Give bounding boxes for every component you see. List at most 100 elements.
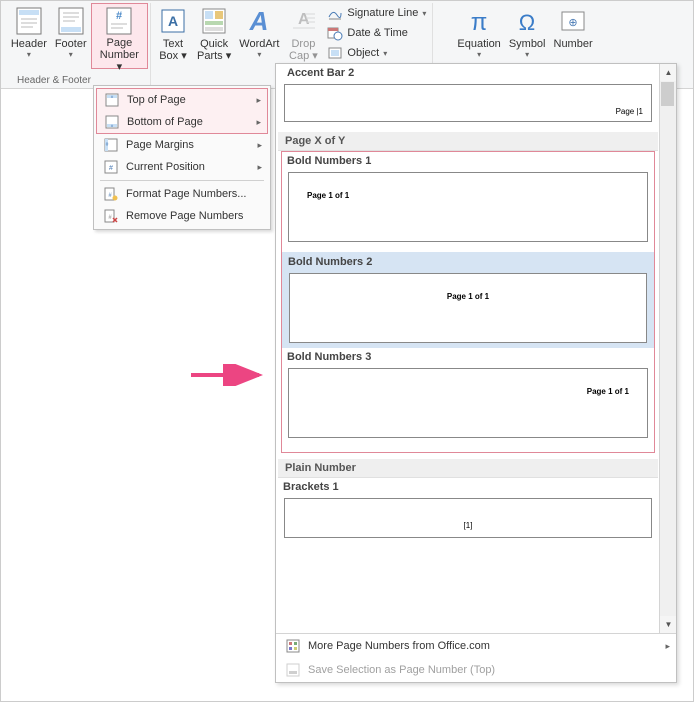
gallery-scrollbar[interactable]: ▲ ▼ <box>659 64 676 633</box>
date-time-button[interactable]: Date & Time <box>323 23 430 43</box>
save-selection-label: Save Selection as Page Number (Top) <box>308 664 495 676</box>
equation-label: Equation <box>457 38 500 50</box>
quick-parts-button[interactable]: Quick Parts ▾ <box>193 3 235 69</box>
submenu-arrow-icon: ▸ <box>256 117 261 128</box>
quick-parts-icon <box>198 5 230 37</box>
menu-bottom-of-page[interactable]: # Bottom of Page ▸ <box>97 111 267 133</box>
svg-text:#: # <box>106 142 109 148</box>
menu-remove-label: Remove Page Numbers <box>126 210 243 222</box>
preview-text: Page |1 <box>616 107 643 116</box>
footer-button[interactable]: Footer ▾ <box>51 3 91 69</box>
wordart-button[interactable]: A WordArt ▾ <box>235 3 283 69</box>
quick-parts-label: Quick Parts ▾ <box>197 38 231 62</box>
bottom-page-icon: # <box>103 114 121 130</box>
svg-text:A: A <box>168 13 178 29</box>
page-number-gallery: ▲ ▼ Accent Bar 2 Page |1 Page X of Y Bol… <box>275 63 677 683</box>
preview-bold-2: Page 1 of 1 <box>289 273 647 343</box>
object-icon <box>327 45 343 61</box>
svg-text:⊕: ⊕ <box>568 17 577 29</box>
drop-cap-button[interactable]: A Drop Cap ▾ <box>283 3 323 69</box>
symbol-icon: Ω <box>511 5 543 37</box>
page-number-label: Page Number ▾ <box>96 37 143 73</box>
category-plain-number: Plain Number <box>278 459 658 478</box>
menu-margins-label: Page Margins <box>126 139 194 151</box>
wordart-label: WordArt <box>239 38 279 50</box>
preview-accent-bar-2[interactable]: Page |1 <box>284 84 652 122</box>
dropdown-caret-icon: ▾ <box>525 50 529 59</box>
top-page-icon: # <box>103 92 121 108</box>
gallery-item-bold-3[interactable]: Bold Numbers 3 <box>282 348 654 366</box>
symbol-button[interactable]: Ω Symbol ▾ <box>505 3 550 69</box>
signature-icon <box>327 5 343 21</box>
gallery-item-brackets-1[interactable]: Brackets 1 <box>278 478 658 496</box>
gallery-footer: More Page Numbers from Office.com ▸ Save… <box>276 633 676 682</box>
svg-text:Ω: Ω <box>519 10 535 35</box>
preview-text: Page 1 of 1 <box>307 191 349 200</box>
preview-text: Page 1 of 1 <box>447 292 489 301</box>
footer-label: Footer <box>55 38 87 50</box>
number-label: Number <box>554 38 593 50</box>
menu-top-label: Top of Page <box>127 94 186 106</box>
scroll-thumb[interactable] <box>661 82 674 106</box>
dropdown-caret-icon: ▾ <box>477 50 481 59</box>
preview-bold-3[interactable]: Page 1 of 1 <box>288 368 648 438</box>
submenu-arrow-icon: ▸ <box>257 140 262 151</box>
page-number-icon: # <box>103 6 135 36</box>
object-button[interactable]: Object ▾ <box>323 43 430 63</box>
dropdown-caret-icon: ▾ <box>69 50 73 59</box>
preview-bold-1[interactable]: Page 1 of 1 <box>288 172 648 242</box>
svg-text:π: π <box>471 9 488 36</box>
wordart-icon: A <box>243 5 275 37</box>
menu-page-margins[interactable]: # Page Margins ▸ <box>96 134 268 156</box>
drop-cap-label: Drop Cap ▾ <box>289 38 318 62</box>
gallery-item-bold-1[interactable]: Bold Numbers 1 <box>282 152 654 170</box>
header-label: Header <box>11 38 47 50</box>
format-icon: # <box>102 186 120 202</box>
more-page-numbers-label: More Page Numbers from Office.com <box>308 640 490 652</box>
menu-format-page-numbers[interactable]: # Format Page Numbers... <box>96 183 268 205</box>
scroll-down-icon[interactable]: ▼ <box>660 616 676 633</box>
margins-icon: # <box>102 137 120 153</box>
page-number-menu: # Top of Page ▸ # Bottom of Page ▸ # Pag… <box>93 85 271 230</box>
date-time-icon <box>327 25 343 41</box>
footer-icon <box>55 5 87 37</box>
page-number-button[interactable]: # Page Number ▾ <box>91 3 148 69</box>
svg-text:#: # <box>116 10 122 22</box>
equation-button[interactable]: π Equation ▾ <box>453 3 504 69</box>
svg-text:A: A <box>249 6 269 36</box>
gallery-item-bold-2-hover[interactable]: Bold Numbers 2 Page 1 of 1 <box>282 252 654 348</box>
highlight-bold-numbers: Bold Numbers 1 Page 1 of 1 Bold Numbers … <box>281 151 655 453</box>
submenu-arrow-icon: ▸ <box>256 95 261 106</box>
menu-current-position[interactable]: # Current Position ▸ <box>96 156 268 178</box>
menu-current-label: Current Position <box>126 161 205 173</box>
office-icon <box>284 638 302 654</box>
header-button[interactable]: Header ▾ <box>7 3 51 69</box>
gallery-item-bold-2: Bold Numbers 2 <box>283 253 653 271</box>
signature-line-button[interactable]: Signature Line ▾ <box>323 3 430 23</box>
current-pos-icon: # <box>102 159 120 175</box>
gallery-item-accent-bar-2[interactable]: Accent Bar 2 <box>278 64 658 82</box>
drop-cap-icon: A <box>287 5 319 37</box>
annotation-arrow <box>189 364 271 386</box>
number-icon: ⊕ <box>557 5 589 37</box>
svg-text:#: # <box>109 165 113 172</box>
header-icon <box>13 5 45 37</box>
symbol-label: Symbol <box>509 38 546 50</box>
menu-top-of-page[interactable]: # Top of Page ▸ <box>97 89 267 111</box>
text-box-icon: A <box>157 5 189 37</box>
submenu-arrow-icon: ▸ <box>665 641 670 652</box>
object-label: Object <box>347 47 379 59</box>
save-icon <box>284 662 302 678</box>
preview-text: Page 1 of 1 <box>587 387 629 396</box>
signature-label: Signature Line <box>347 7 418 19</box>
text-box-label: Text Box ▾ <box>159 38 187 62</box>
scroll-up-icon[interactable]: ▲ <box>660 64 676 81</box>
text-box-button[interactable]: A Text Box ▾ <box>153 3 193 69</box>
more-page-numbers[interactable]: More Page Numbers from Office.com ▸ <box>276 634 676 658</box>
number-button[interactable]: ⊕ Number <box>550 3 597 69</box>
menu-bottom-label: Bottom of Page <box>127 116 203 128</box>
menu-remove-page-numbers[interactable]: # Remove Page Numbers <box>96 205 268 227</box>
preview-brackets-1[interactable]: [1] <box>284 498 652 538</box>
category-page-x-of-y: Page X of Y <box>278 132 658 151</box>
equation-icon: π <box>463 5 495 37</box>
